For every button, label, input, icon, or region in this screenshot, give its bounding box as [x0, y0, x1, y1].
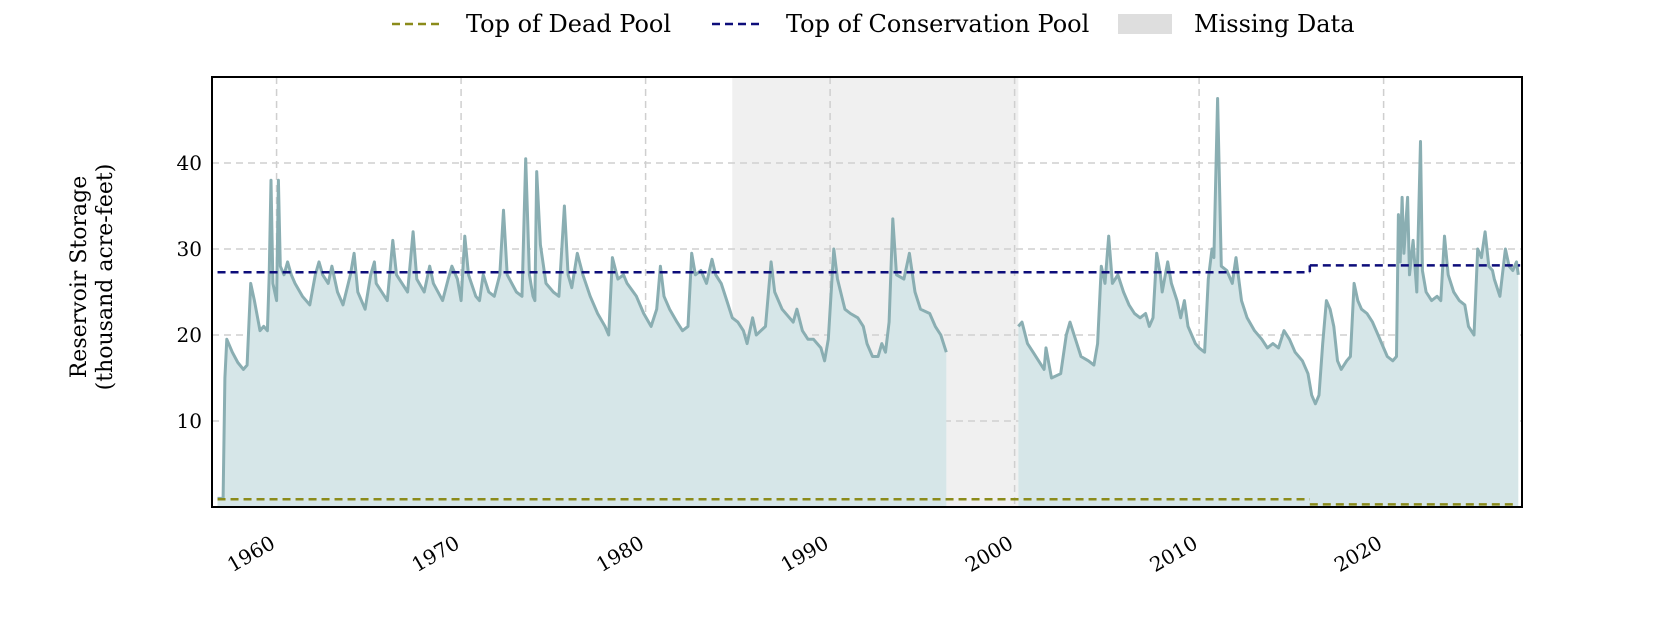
x-tick-label-1980: 1980	[592, 531, 648, 577]
storage-line-segment-0	[217, 157, 948, 500]
legend-dead-pool-label: Top of Dead Pool	[466, 10, 671, 38]
x-tick-label-1960: 1960	[223, 531, 279, 577]
x-tick-label-2010: 2010	[1146, 531, 1202, 577]
legend-item-missing-data: Missing Data	[1118, 10, 1355, 38]
plot-area	[212, 77, 1522, 507]
legend-missing-data-label: Missing Data	[1194, 10, 1355, 38]
legend: Top of Dead Pool Top of Conservation Poo…	[392, 10, 1355, 38]
x-tick-label-2000: 2000	[961, 531, 1017, 577]
legend-missing-data-swatch	[1118, 14, 1172, 34]
y-tick-label-10: 10	[177, 409, 202, 433]
y-axis-title-line1: Reservoir Storage	[67, 176, 92, 379]
y-axis-ticks: 10 20 30 40	[177, 151, 202, 433]
x-tick-label-1990: 1990	[777, 531, 833, 577]
y-tick-label-20: 20	[177, 323, 202, 347]
storage-area-segment-1	[1018, 98, 1519, 507]
x-tick-label-1970: 1970	[407, 531, 463, 577]
pool-lines	[217, 264, 1521, 506]
storage-fill	[217, 98, 1519, 507]
x-tick-label-2020: 2020	[1330, 531, 1386, 577]
y-axis-title-line2: (thousand acre-feet)	[93, 164, 118, 391]
y-tick-label-30: 30	[177, 237, 202, 261]
y-tick-label-40: 40	[177, 151, 202, 175]
legend-item-conservation-pool: Top of Conservation Pool	[712, 10, 1089, 38]
plot-frame	[211, 76, 1523, 508]
storage-line-segment-1	[1017, 97, 1520, 406]
x-axis-ticks: 1960 1970 1980 1990 2000 2010 2020	[223, 531, 1386, 577]
legend-conservation-pool-label: Top of Conservation Pool	[786, 10, 1089, 38]
storage-area-segment-0	[217, 158, 947, 507]
legend-item-dead-pool: Top of Dead Pool	[392, 10, 671, 38]
storage-lines	[217, 97, 1520, 500]
